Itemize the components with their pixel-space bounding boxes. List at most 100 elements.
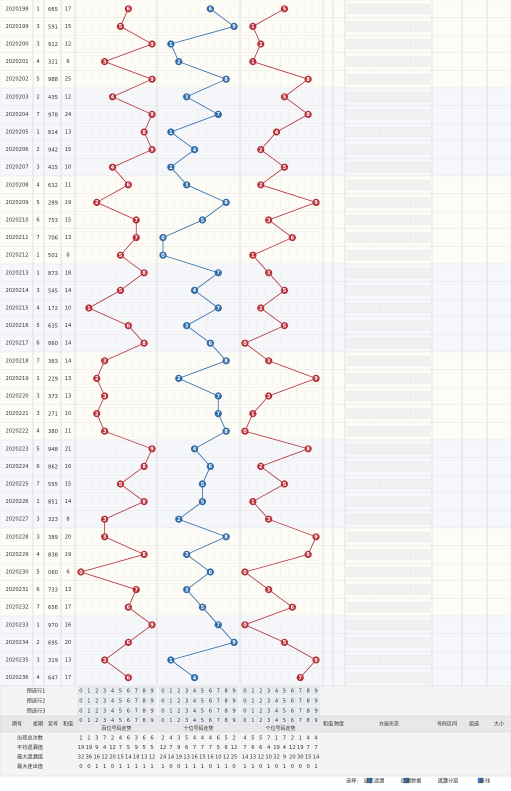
preselect-digit: 7 xyxy=(217,689,220,695)
digit-ball xyxy=(312,533,320,541)
form-cell xyxy=(372,496,380,507)
digit-cell xyxy=(206,716,214,725)
number-digit: 1 xyxy=(48,306,51,312)
form-cell xyxy=(355,56,363,67)
preselect-digit: 6 xyxy=(209,699,212,705)
grid-cell xyxy=(147,196,157,209)
ball-text: 7 xyxy=(135,218,139,224)
form-cell xyxy=(380,197,388,208)
stat-value: 12 xyxy=(231,745,238,751)
ball-text: 2 xyxy=(259,147,263,153)
preselect-digit: 8 xyxy=(306,699,309,705)
form-cell xyxy=(372,303,380,313)
digit-cell xyxy=(198,686,207,696)
form-cell xyxy=(346,39,355,49)
option-text[interactable]: 遗漏数据 xyxy=(401,777,422,785)
option-checkbox[interactable] xyxy=(477,777,484,784)
grid-cell xyxy=(311,601,321,614)
form-cell xyxy=(388,391,397,401)
ball-text: 5 xyxy=(119,24,123,30)
ball-text: 3 xyxy=(267,359,271,365)
digit-ball xyxy=(241,568,249,576)
stat-value: 7 xyxy=(283,736,286,742)
header-digit: 0 xyxy=(79,718,82,724)
form-cell xyxy=(397,514,405,525)
period: 2020205 xyxy=(5,130,28,136)
form-cell xyxy=(405,496,413,507)
number-digit: 3 xyxy=(55,517,58,523)
option-checkbox[interactable] xyxy=(366,777,373,784)
week: 6 xyxy=(36,218,39,224)
ball-text: 1 xyxy=(87,306,91,312)
grid-cell xyxy=(229,654,239,666)
form-cell xyxy=(355,461,363,472)
form-cell xyxy=(363,531,371,542)
number-digit: 9 xyxy=(48,147,51,153)
week: 5 xyxy=(36,323,39,329)
form-cell xyxy=(363,232,371,243)
form-cell xyxy=(363,21,371,32)
grid-cell xyxy=(311,495,321,508)
stat-value: 7 xyxy=(267,736,270,742)
header-group: 组选 xyxy=(469,721,479,728)
ball-text: 6 xyxy=(127,675,131,681)
grid-cell xyxy=(311,266,321,279)
form-cell xyxy=(355,373,363,384)
form-cell xyxy=(397,619,405,630)
ball-text: 0 xyxy=(161,235,165,241)
digit-ball xyxy=(190,445,199,453)
ball-text: 5 xyxy=(201,499,205,505)
week: 6 xyxy=(36,464,39,470)
form-cell xyxy=(388,426,397,437)
form-cell xyxy=(346,21,355,32)
grid-cell xyxy=(229,390,239,402)
form-cell xyxy=(388,39,397,49)
form-cell xyxy=(346,479,355,489)
ball-text: 9 xyxy=(150,42,154,48)
sum: 16 xyxy=(65,464,72,470)
row-bg xyxy=(0,475,511,494)
preselect-digit: 6 xyxy=(291,709,294,715)
grid-cell xyxy=(229,354,239,367)
digit-cell xyxy=(272,696,281,706)
form-cell xyxy=(397,56,405,67)
preselect-digit: 3 xyxy=(185,689,188,695)
digit-cell xyxy=(116,696,125,706)
period: 2020234 xyxy=(5,640,29,646)
digit-ball xyxy=(280,286,289,294)
form-cell xyxy=(397,549,405,560)
digit-ball xyxy=(280,322,289,330)
form-cell xyxy=(388,232,397,243)
digit-cell xyxy=(280,696,289,706)
number-digit: 5 xyxy=(51,218,54,224)
week: 1 xyxy=(36,270,39,276)
digit-cell xyxy=(312,716,320,725)
option-text[interactable]: 遗漏分层 xyxy=(438,777,459,785)
digit-ball xyxy=(249,410,257,418)
preselect-digit: 0 xyxy=(161,699,164,705)
digit-cell xyxy=(222,706,230,716)
form-cell xyxy=(388,602,397,613)
header-span: 和值 xyxy=(323,721,333,728)
form-cell xyxy=(372,355,380,366)
number-digit: 1 xyxy=(51,130,54,136)
ball-text: 3 xyxy=(103,517,107,523)
grid-cell xyxy=(147,20,157,33)
number: 695 xyxy=(48,640,58,646)
grid-cell xyxy=(229,2,239,15)
digit-cell xyxy=(101,706,109,716)
number-digit: 3 xyxy=(55,587,58,593)
option-text[interactable]: 折线 xyxy=(480,777,490,785)
ball-text: 6 xyxy=(291,605,295,611)
grid-cell xyxy=(229,495,239,508)
form-cell xyxy=(422,408,430,419)
digit-cell xyxy=(85,696,93,706)
preselect-digit: 8 xyxy=(306,689,309,695)
option-text[interactable]: 显示遗漏 xyxy=(364,777,385,785)
stat-value: 12 xyxy=(160,745,167,751)
row-bg xyxy=(0,105,511,124)
digit-ball xyxy=(93,410,101,418)
option-checkbox[interactable] xyxy=(403,777,410,784)
option-checkbox[interactable] xyxy=(440,777,447,784)
digit-cell xyxy=(190,696,199,706)
